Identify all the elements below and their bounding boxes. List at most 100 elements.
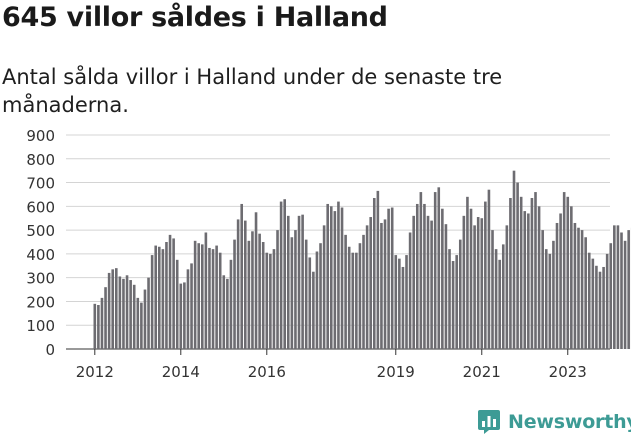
bar bbox=[129, 280, 132, 349]
bar bbox=[294, 230, 297, 349]
y-tick-label: 300 bbox=[26, 270, 55, 288]
bar bbox=[197, 243, 201, 349]
bar bbox=[222, 275, 226, 349]
bar bbox=[337, 201, 340, 349]
bar bbox=[179, 283, 183, 349]
bar bbox=[236, 219, 240, 349]
bar bbox=[362, 234, 365, 349]
bar bbox=[143, 289, 147, 349]
bar bbox=[265, 252, 269, 349]
bar bbox=[448, 249, 451, 349]
bar bbox=[516, 182, 519, 349]
bar bbox=[505, 225, 509, 349]
bar bbox=[491, 230, 494, 349]
bar bbox=[616, 225, 620, 349]
bar bbox=[229, 259, 233, 349]
bar bbox=[276, 230, 279, 349]
bar bbox=[544, 249, 548, 349]
bar bbox=[408, 232, 412, 349]
bar bbox=[183, 282, 186, 349]
bar bbox=[602, 266, 605, 349]
bar bbox=[537, 206, 541, 349]
y-tick-label: 800 bbox=[26, 151, 55, 169]
bar bbox=[93, 303, 97, 349]
x-tick-label: 2012 bbox=[76, 363, 114, 381]
bar bbox=[114, 268, 118, 349]
bar bbox=[315, 251, 319, 349]
bar bbox=[380, 222, 383, 349]
bar bbox=[530, 198, 534, 349]
chart-subtitle: Antal sålda villor i Halland under de se… bbox=[2, 65, 503, 117]
bar bbox=[509, 198, 512, 349]
bar bbox=[487, 189, 491, 349]
bar bbox=[140, 302, 143, 349]
y-tick-label: 0 bbox=[45, 341, 55, 359]
bar bbox=[623, 240, 627, 349]
bar bbox=[157, 246, 161, 349]
bar bbox=[215, 245, 218, 349]
bar bbox=[480, 218, 484, 349]
bar bbox=[484, 201, 487, 349]
bar bbox=[243, 220, 247, 349]
bar bbox=[118, 276, 122, 349]
bar bbox=[573, 222, 577, 349]
bar bbox=[304, 239, 308, 349]
bar bbox=[577, 227, 580, 349]
x-tick-label: 2019 bbox=[377, 363, 415, 381]
bar bbox=[523, 211, 527, 349]
bar bbox=[627, 230, 630, 349]
bar bbox=[175, 259, 179, 349]
y-tick-label: 100 bbox=[26, 317, 55, 335]
bar bbox=[279, 201, 283, 349]
bar bbox=[519, 196, 523, 349]
x-tick-label: 2021 bbox=[463, 363, 501, 381]
bar bbox=[344, 234, 347, 349]
bar bbox=[190, 263, 193, 349]
bar bbox=[423, 203, 426, 349]
y-tick-label: 700 bbox=[26, 175, 55, 193]
bar bbox=[473, 225, 476, 349]
bar bbox=[426, 215, 430, 349]
bar bbox=[444, 224, 448, 349]
bar bbox=[587, 252, 591, 349]
bar bbox=[322, 225, 326, 349]
bar bbox=[283, 199, 286, 349]
bar bbox=[358, 243, 362, 349]
bar bbox=[437, 187, 441, 349]
bar bbox=[501, 244, 505, 349]
bar bbox=[218, 252, 222, 349]
bar bbox=[355, 252, 358, 349]
bar bbox=[351, 252, 355, 349]
y-tick-label: 600 bbox=[26, 198, 55, 216]
bar bbox=[326, 203, 329, 349]
bar bbox=[462, 215, 466, 349]
bar bbox=[347, 246, 351, 349]
bar bbox=[387, 208, 390, 349]
bar bbox=[609, 243, 613, 349]
bar bbox=[251, 231, 254, 349]
bar bbox=[104, 287, 107, 349]
bar bbox=[405, 255, 408, 349]
bar bbox=[433, 192, 437, 349]
bar bbox=[172, 238, 175, 349]
bar bbox=[552, 240, 555, 349]
bar bbox=[97, 305, 100, 349]
bar bbox=[598, 271, 602, 349]
bar bbox=[340, 207, 344, 349]
bar bbox=[233, 239, 236, 349]
x-tick-label: 2016 bbox=[248, 363, 286, 381]
bar bbox=[494, 249, 498, 349]
bar bbox=[301, 214, 304, 349]
bar bbox=[147, 277, 150, 349]
bar bbox=[261, 242, 265, 349]
bar bbox=[372, 198, 376, 349]
bar bbox=[466, 196, 469, 349]
bar bbox=[204, 232, 208, 349]
bar bbox=[394, 255, 398, 349]
bar bbox=[376, 190, 380, 349]
bar bbox=[605, 253, 609, 349]
bar bbox=[595, 265, 598, 349]
bar bbox=[566, 196, 570, 349]
bar bbox=[591, 258, 595, 349]
